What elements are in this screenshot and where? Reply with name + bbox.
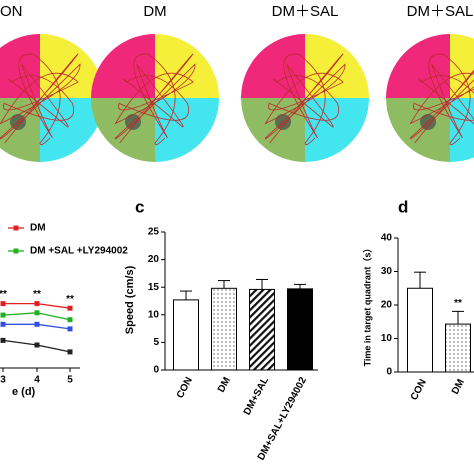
x-tick-label: CON [175, 375, 195, 400]
panel-label: c [135, 197, 144, 216]
pool-label: ON [0, 3, 23, 20]
y-tick-label: 0 [153, 365, 159, 376]
panel-label: d [398, 197, 408, 216]
legend-marker [13, 225, 19, 231]
pool [91, 34, 219, 162]
y-tick-label: 20 [148, 254, 160, 265]
point [34, 342, 40, 348]
legend-marker [13, 248, 19, 254]
x-tick-label: CON [409, 377, 429, 402]
y-tick-label: 0 [386, 367, 392, 378]
quadrant [0, 98, 40, 162]
quadrant [386, 98, 450, 162]
annotation: ** [33, 289, 41, 300]
bar [249, 288, 275, 371]
x-tick-label: DM+SAL [242, 375, 271, 417]
swim-path [264, 53, 346, 146]
swim-path [114, 53, 196, 146]
quadrant [241, 98, 305, 162]
pool-label: DM [143, 3, 166, 20]
y-tick-label: 5 [153, 337, 159, 348]
pool-label: DM＋SAL [407, 3, 474, 20]
quadrant [0, 34, 40, 98]
point [34, 310, 40, 316]
y-tick-label: 10 [381, 333, 393, 344]
legend-label: DM +SAL +LY294002 [30, 246, 128, 257]
point [0, 312, 6, 318]
annotation: ** [0, 289, 7, 300]
y-tick-label: 30 [381, 266, 393, 277]
bar [211, 287, 237, 371]
pool [386, 34, 474, 162]
x-tick-label: DM [216, 375, 233, 394]
pool [241, 34, 369, 162]
point [34, 301, 40, 307]
point [34, 321, 40, 327]
bar [287, 288, 313, 371]
pool-label: DM＋SAL [272, 3, 339, 20]
pool [0, 34, 104, 162]
point [0, 301, 6, 307]
y-tick-label: 25 [148, 227, 160, 238]
point [67, 305, 73, 311]
bar [445, 323, 471, 373]
x-tick-label: DM [450, 377, 467, 396]
legend-label: DM [30, 223, 46, 234]
x-axis-label: e (d) [12, 386, 36, 398]
x-tick-label: 5 [67, 375, 73, 386]
y-tick-label: 40 [381, 233, 393, 244]
bar [173, 299, 199, 371]
x-tick-label: 4 [34, 375, 40, 386]
x-tick-label: 3 [0, 375, 6, 386]
quadrant [450, 98, 474, 162]
point [0, 337, 6, 343]
quadrant [91, 98, 155, 162]
annotation: ** [66, 294, 74, 305]
annotation: ** [454, 298, 462, 309]
swim-path [0, 53, 81, 146]
point [67, 349, 73, 355]
y-tick-label: 20 [381, 300, 393, 311]
swim-path [409, 53, 474, 146]
point [67, 317, 73, 323]
y-tick-label: 15 [148, 282, 160, 293]
y-axis-label: Speed (cm/s) [124, 265, 136, 334]
quadrant [450, 34, 474, 98]
y-axis-label: Time in target quadrant（s） [362, 244, 372, 367]
point [0, 321, 6, 327]
y-tick-label: 10 [148, 309, 160, 320]
swim-pools [0, 34, 474, 162]
point [67, 326, 73, 332]
bar [407, 287, 433, 373]
